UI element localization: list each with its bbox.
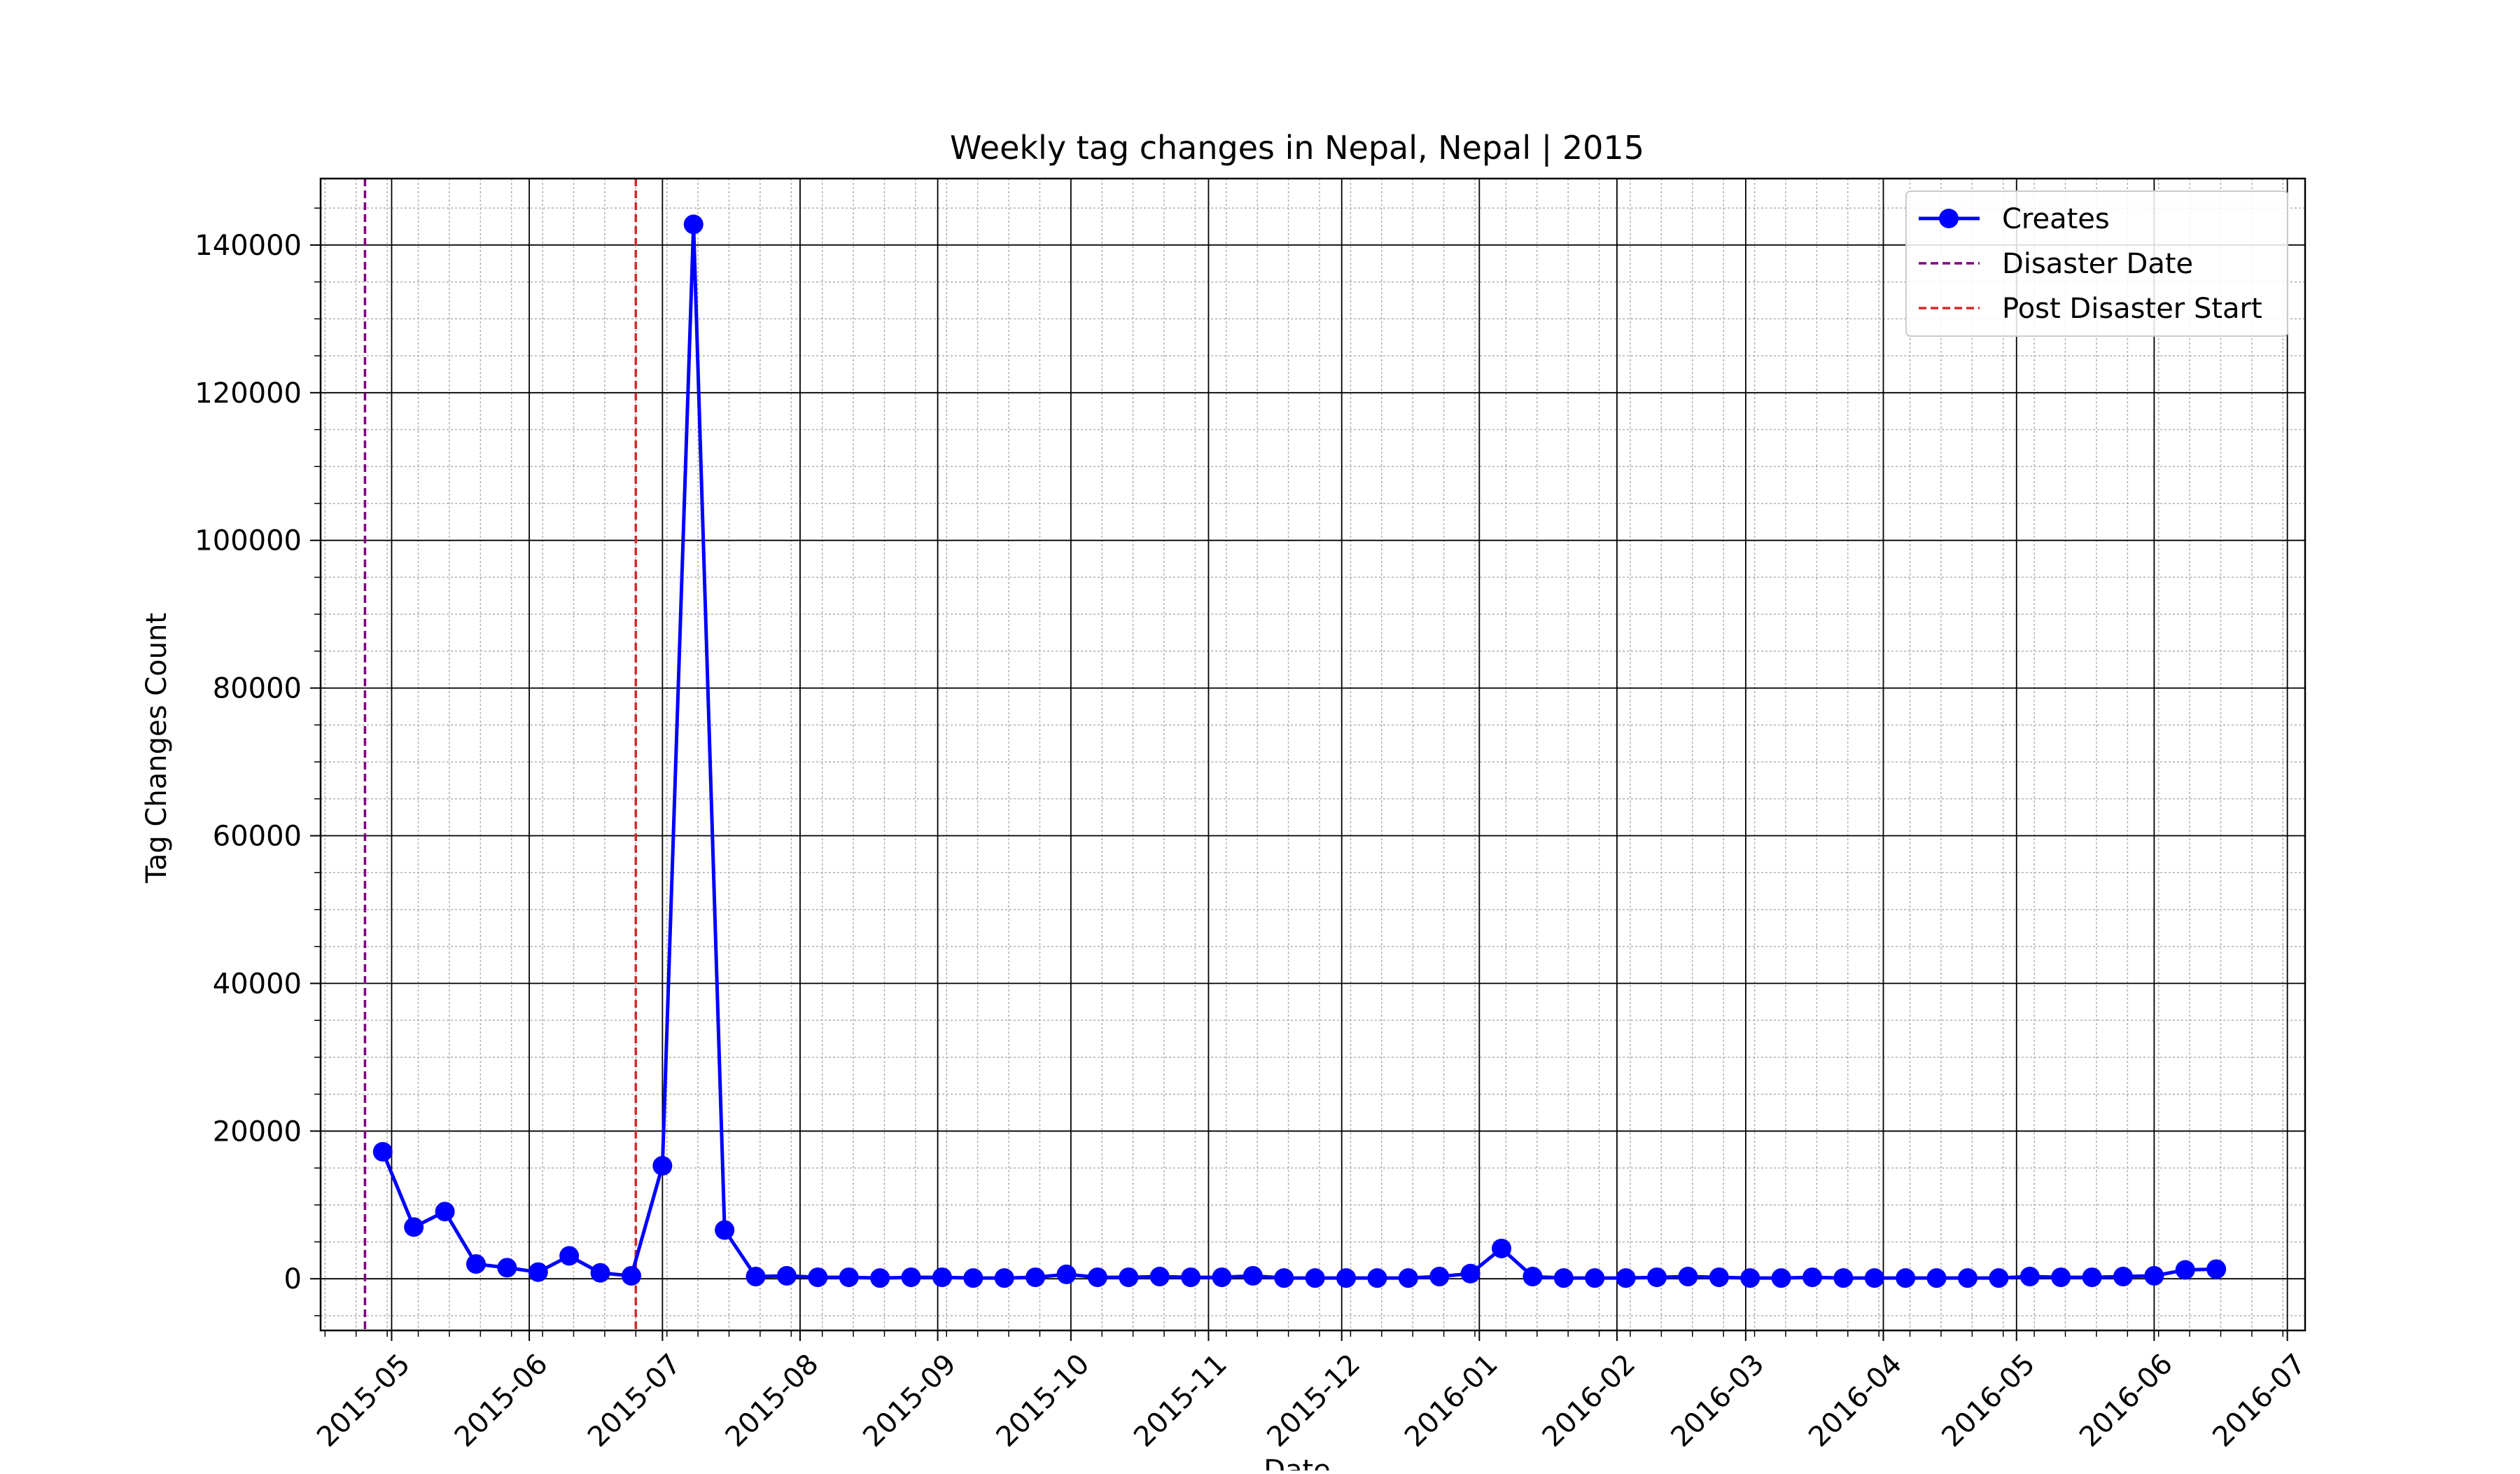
- data-point: [1802, 1267, 1823, 1288]
- data-point: [1087, 1267, 1107, 1288]
- data-point: [372, 1141, 393, 1162]
- plot-frame: [319, 177, 2306, 1332]
- data-point: [559, 1246, 580, 1266]
- data-point: [1989, 1268, 2009, 1288]
- data-point: [2051, 1267, 2071, 1288]
- data-point: [808, 1267, 828, 1288]
- legend-entry-label: Post Disaster Start: [2002, 293, 2262, 325]
- data-point: [465, 1254, 486, 1274]
- data-point: [2206, 1259, 2227, 1279]
- legend-box: [1905, 190, 2288, 337]
- data-point: [932, 1267, 952, 1288]
- y-tick-label: 140000: [195, 230, 302, 262]
- data-point: [1460, 1263, 1480, 1284]
- data-point: [1429, 1267, 1450, 1287]
- data-point: [1522, 1267, 1543, 1287]
- data-point: [404, 1217, 424, 1237]
- data-point: [1305, 1268, 1325, 1288]
- data-point: [1957, 1268, 1977, 1288]
- data-point: [2113, 1267, 2133, 1287]
- y-axis-label: Tag Changes Count: [141, 613, 173, 884]
- data-point: [2144, 1265, 2164, 1286]
- y-tick-label: 0: [284, 1263, 302, 1295]
- x-axis-label: Date: [1264, 1454, 1331, 1470]
- data-point: [1181, 1267, 1201, 1288]
- series-layer: [372, 214, 2227, 1288]
- legend-entry-label: Disaster Date: [2002, 248, 2193, 280]
- data-point: [1709, 1267, 1729, 1288]
- axis-ticks: [310, 207, 2288, 1341]
- legend-swatch-marker: [1939, 209, 1959, 228]
- data-point: [963, 1268, 983, 1288]
- data-point: [497, 1258, 517, 1278]
- y-tick-label: 80000: [213, 673, 302, 705]
- data-point: [1678, 1267, 1698, 1287]
- data-point: [1926, 1268, 1947, 1288]
- major-grid: [321, 179, 2305, 1330]
- data-point: [1833, 1268, 1854, 1288]
- data-point: [1771, 1268, 1791, 1288]
- data-point: [1274, 1268, 1294, 1288]
- data-point: [435, 1202, 455, 1222]
- data-point: [1336, 1268, 1357, 1288]
- data-point: [1553, 1268, 1574, 1288]
- data-point: [1056, 1264, 1077, 1284]
- data-point: [1242, 1265, 1263, 1286]
- data-point: [1616, 1268, 1636, 1288]
- data-point: [839, 1267, 859, 1288]
- data-point: [1212, 1267, 1232, 1288]
- data-point: [870, 1268, 890, 1288]
- y-tick-label: 40000: [213, 968, 302, 1000]
- data-point: [590, 1263, 610, 1283]
- data-point: [621, 1265, 641, 1286]
- data-point: [652, 1155, 673, 1176]
- data-point: [746, 1267, 766, 1287]
- reference-lines: [363, 179, 638, 1330]
- data-point: [1367, 1268, 1387, 1288]
- data-point: [528, 1262, 548, 1282]
- data-point: [1119, 1267, 1139, 1288]
- data-point: [1492, 1238, 1512, 1258]
- chart-title: Weekly tag changes in Nepal, Nepal | 201…: [950, 129, 1644, 167]
- data-point: [1864, 1268, 1884, 1288]
- data-point: [1585, 1268, 1605, 1288]
- minor-grid: [321, 179, 2305, 1330]
- legend-entry-label: Creates: [2002, 203, 2110, 235]
- data-point: [1398, 1268, 1418, 1288]
- data-point: [901, 1267, 921, 1288]
- y-tick-label: 120000: [195, 377, 302, 410]
- y-tick-label: 60000: [213, 820, 302, 852]
- data-point: [1647, 1267, 1667, 1288]
- data-point: [715, 1220, 735, 1240]
- data-point: [683, 214, 704, 235]
- data-point: [1896, 1268, 1916, 1288]
- y-tick-label: 100000: [195, 525, 302, 557]
- data-point: [1026, 1267, 1046, 1288]
- data-point: [2019, 1267, 2040, 1287]
- legend: Creates Disaster Date Post Disaster Start: [1905, 190, 2288, 337]
- data-point: [776, 1265, 797, 1286]
- data-point: [2175, 1260, 2195, 1280]
- data-point: [1149, 1267, 1170, 1287]
- data-point: [994, 1268, 1014, 1288]
- y-tick-label: 20000: [213, 1115, 302, 1148]
- data-point: [1740, 1268, 1760, 1288]
- data-point: [2082, 1267, 2102, 1288]
